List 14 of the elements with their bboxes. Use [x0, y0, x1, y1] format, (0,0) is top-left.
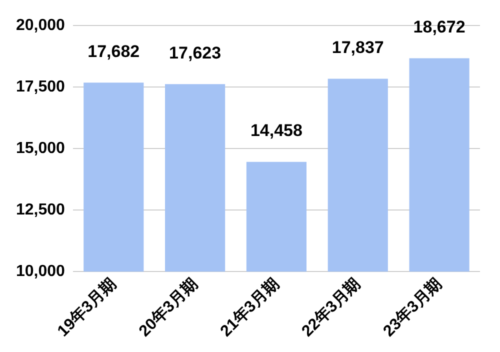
y-tick-label: 20,000 — [16, 17, 66, 34]
data-label: 17,623 — [169, 43, 222, 62]
y-tick-label: 15,000 — [16, 140, 66, 158]
data-label: 14,458 — [250, 121, 302, 140]
y-tick-label: 17,500 — [16, 78, 66, 96]
x-tick-label: 20年3月期 — [135, 274, 201, 340]
y-tick-label: 10,000 — [16, 263, 66, 280]
x-tick-label: 21年3月期 — [216, 274, 282, 340]
y-tick-label: 12,500 — [16, 202, 66, 219]
data-label: 17,682 — [88, 42, 140, 61]
x-tick-label: 22年3月期 — [298, 274, 364, 340]
data-label: 18,672 — [413, 17, 466, 36]
x-tick-label: 23年3月期 — [380, 274, 446, 340]
data-label: 17,837 — [332, 38, 384, 57]
